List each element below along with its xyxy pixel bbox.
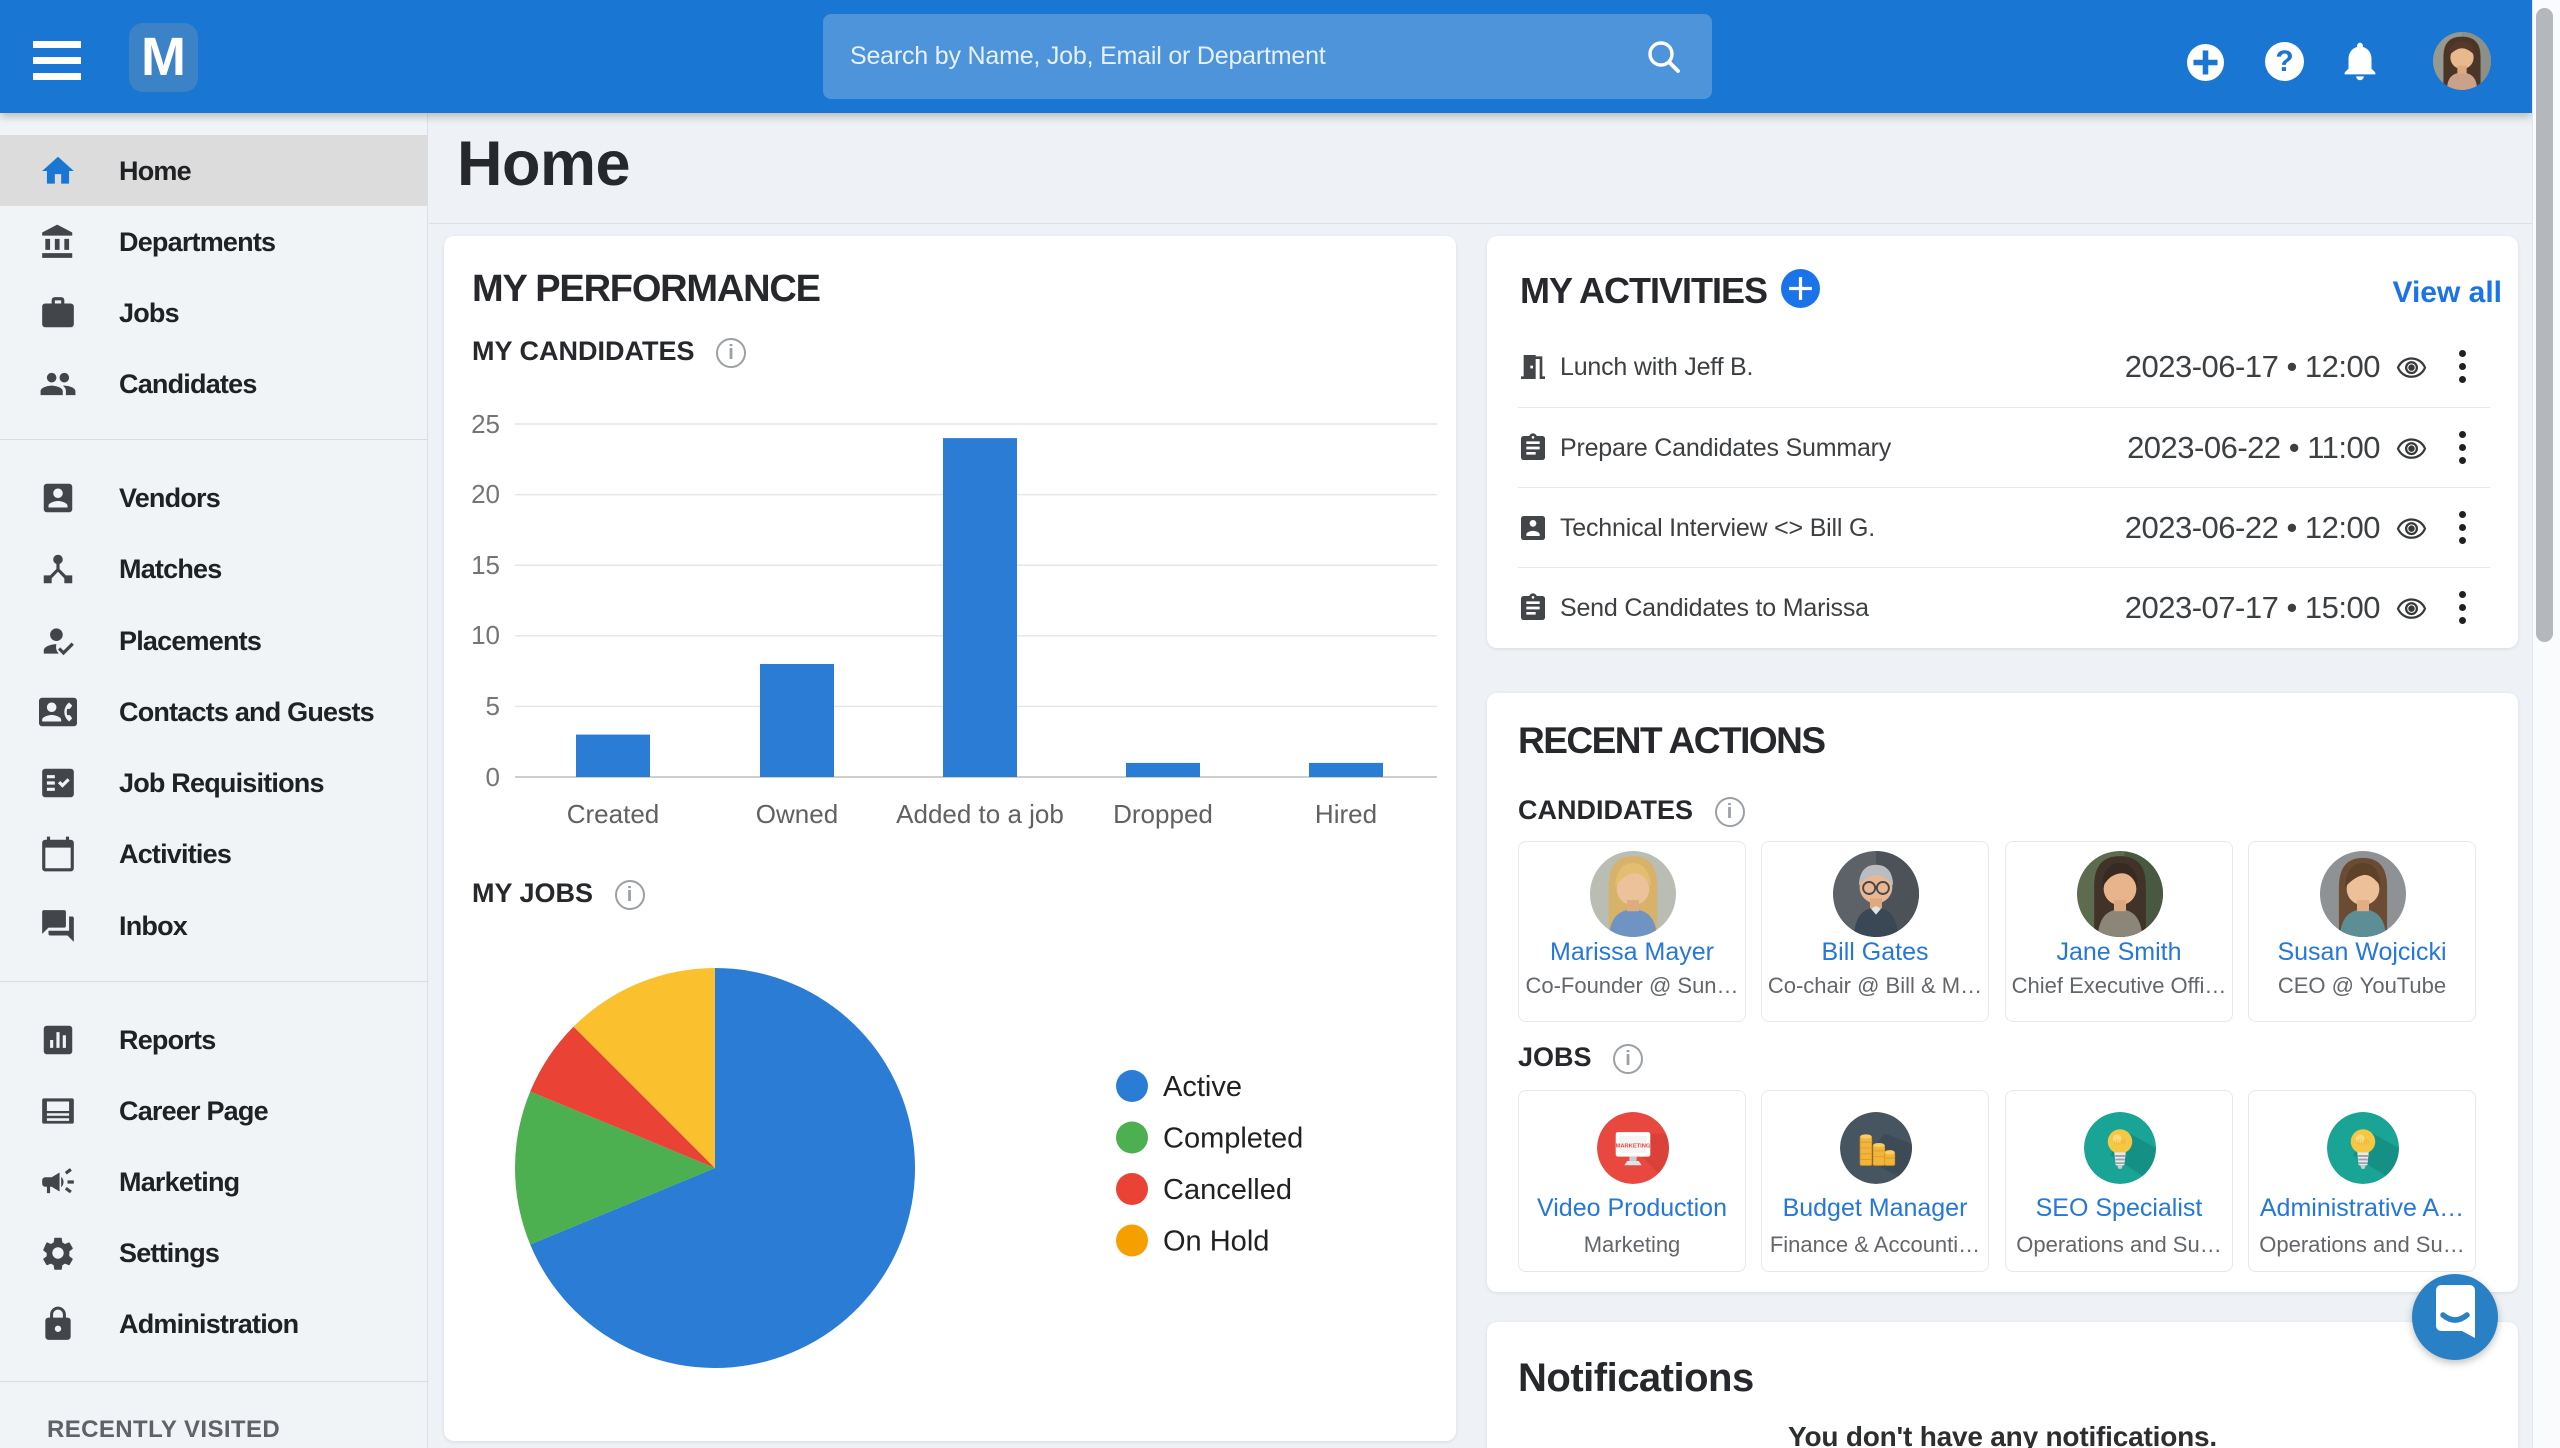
svg-text:20: 20 bbox=[471, 479, 500, 509]
svg-text:Created: Created bbox=[567, 799, 660, 829]
svg-text:Completed: Completed bbox=[1163, 1123, 1303, 1155]
svg-text:Dropped: Dropped bbox=[1113, 799, 1213, 829]
svg-text:Cancelled: Cancelled bbox=[1163, 1174, 1292, 1206]
svg-text:Owned: Owned bbox=[756, 799, 838, 829]
svg-text:On Hold: On Hold bbox=[1163, 1226, 1269, 1258]
svg-text:MARKETING: MARKETING bbox=[1616, 1143, 1651, 1149]
svg-text:0: 0 bbox=[486, 762, 500, 792]
svg-text:Hired: Hired bbox=[1315, 799, 1377, 829]
svg-text:(((·))): (((·))) bbox=[2357, 1140, 2369, 1146]
svg-text:Added to a job: Added to a job bbox=[896, 799, 1064, 829]
svg-text:15: 15 bbox=[471, 550, 500, 580]
svg-text:10: 10 bbox=[471, 620, 500, 650]
svg-text:Active: Active bbox=[1163, 1071, 1242, 1103]
svg-text:5: 5 bbox=[486, 691, 500, 721]
svg-text:25: 25 bbox=[471, 409, 500, 439]
svg-text:(((·))): (((·))) bbox=[2114, 1140, 2126, 1146]
